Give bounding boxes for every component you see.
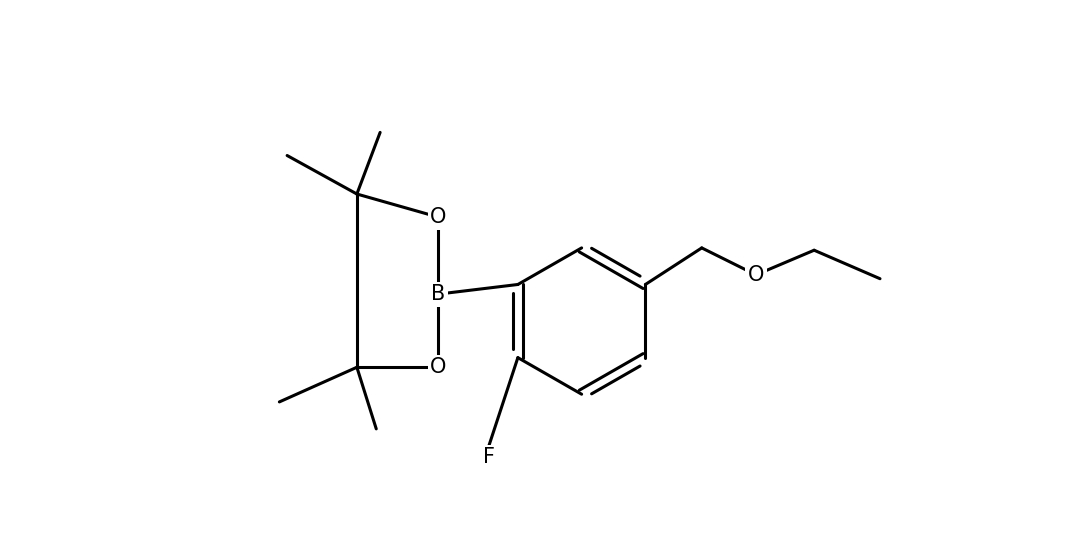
Text: O: O	[430, 207, 446, 227]
Text: O: O	[747, 265, 764, 285]
Text: O: O	[430, 357, 446, 377]
Text: B: B	[431, 284, 445, 304]
Text: F: F	[483, 448, 495, 468]
